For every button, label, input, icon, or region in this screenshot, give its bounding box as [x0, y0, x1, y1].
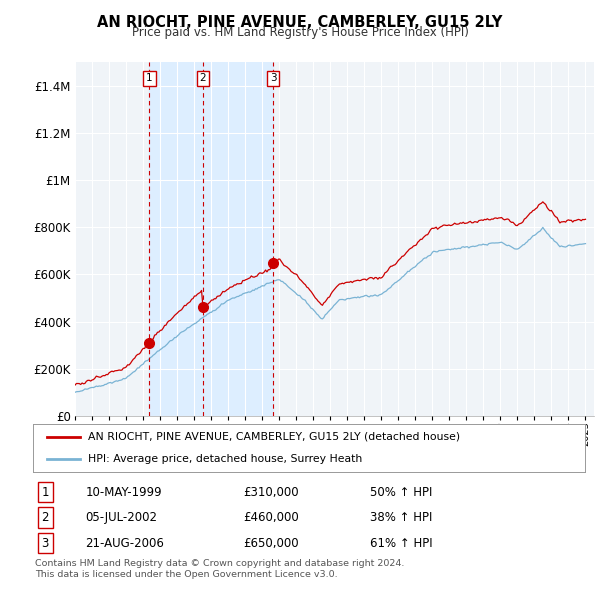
Text: HPI: Average price, detached house, Surrey Heath: HPI: Average price, detached house, Surr…: [88, 454, 362, 464]
Text: AN RIOCHT, PINE AVENUE, CAMBERLEY, GU15 2LY (detached house): AN RIOCHT, PINE AVENUE, CAMBERLEY, GU15 …: [88, 432, 460, 442]
Text: £650,000: £650,000: [243, 536, 298, 549]
Text: 2: 2: [199, 74, 206, 83]
Text: 3: 3: [41, 536, 49, 549]
Text: Price paid vs. HM Land Registry's House Price Index (HPI): Price paid vs. HM Land Registry's House …: [131, 26, 469, 39]
Text: AN RIOCHT, PINE AVENUE, CAMBERLEY, GU15 2LY: AN RIOCHT, PINE AVENUE, CAMBERLEY, GU15 …: [97, 15, 503, 30]
Text: 1: 1: [41, 486, 49, 499]
Text: 61% ↑ HPI: 61% ↑ HPI: [370, 536, 433, 549]
Bar: [149, 62, 273, 416]
Text: 50% ↑ HPI: 50% ↑ HPI: [370, 486, 432, 499]
Text: 10-MAY-1999: 10-MAY-1999: [85, 486, 162, 499]
Text: 1: 1: [146, 74, 152, 83]
Text: 38% ↑ HPI: 38% ↑ HPI: [370, 511, 432, 524]
Text: £310,000: £310,000: [243, 486, 298, 499]
Text: This data is licensed under the Open Government Licence v3.0.: This data is licensed under the Open Gov…: [35, 570, 337, 579]
Text: £460,000: £460,000: [243, 511, 299, 524]
Text: 05-JUL-2002: 05-JUL-2002: [85, 511, 157, 524]
Text: Contains HM Land Registry data © Crown copyright and database right 2024.: Contains HM Land Registry data © Crown c…: [35, 559, 404, 568]
Text: 3: 3: [270, 74, 277, 83]
Text: 2: 2: [41, 511, 49, 524]
Text: 21-AUG-2006: 21-AUG-2006: [85, 536, 164, 549]
